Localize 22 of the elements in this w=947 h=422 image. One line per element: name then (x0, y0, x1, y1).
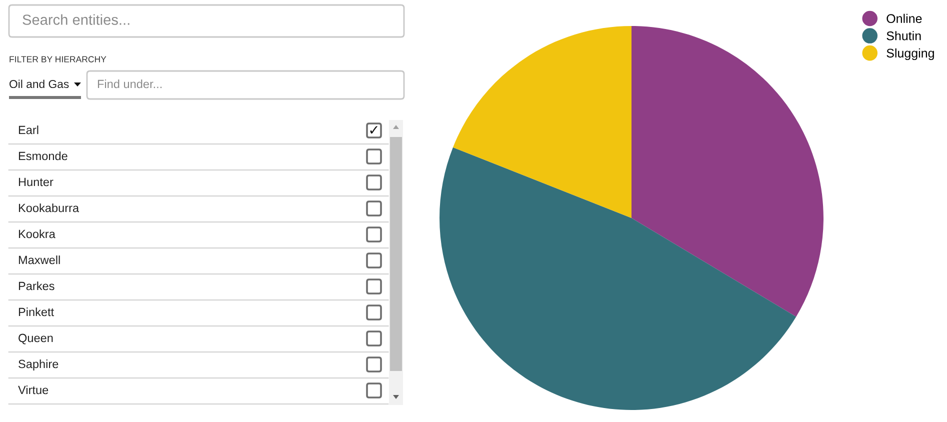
text: ✓ (370, 126, 378, 134)
category-label: Virtue (18, 385, 48, 394)
category-label: Queen (18, 334, 53, 344)
category-label: Maxwell (18, 255, 60, 264)
text: Search entities... (22, 14, 130, 25)
category-label: Hunter (18, 178, 54, 186)
legend-label: Slugging (886, 48, 934, 60)
category-label: Pinkett (18, 307, 54, 316)
text: Oil and Gas (10, 80, 69, 88)
pie-slice (632, 26, 824, 317)
category-label: Esmonde (18, 152, 68, 160)
legend-label: Online (886, 14, 922, 24)
text: FILTER BY HIERARCHY (10, 56, 106, 62)
pie-slice (440, 147, 796, 410)
category-label: Earl (18, 126, 38, 134)
text: Find under... (98, 80, 162, 88)
legend-label: Shutin (886, 31, 921, 40)
pie-slice (452, 26, 632, 218)
category-label: Parkes (18, 281, 54, 290)
category-label: Kookra (18, 229, 56, 238)
category-label: Saphire (18, 359, 58, 371)
category-label: Kookaburra (18, 203, 80, 212)
